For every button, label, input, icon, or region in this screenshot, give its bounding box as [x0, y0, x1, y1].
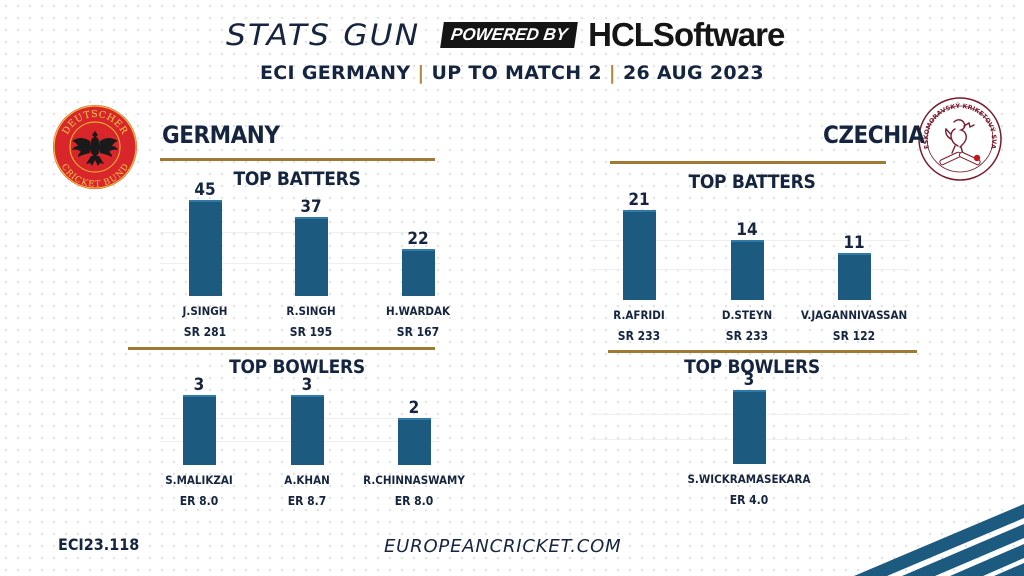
- player-name-label: V.JAGANNIVASSAN: [800, 308, 908, 322]
- corner-stripes-decoration: [854, 504, 1024, 576]
- bar-s-malikzai: [183, 395, 216, 465]
- bar-s-wickramasekara: [733, 390, 766, 464]
- bar-h-wardak: [402, 249, 435, 296]
- bar-d-steyn: [731, 240, 764, 300]
- player-name-label: R.CHINNASWAMY: [363, 473, 465, 487]
- eagle-icon: [72, 131, 118, 166]
- czechia-bowlers-chart: 3 S.WICKRAMASEKARA ER 4.0: [590, 370, 910, 507]
- player-stat-label: ER 4.0: [729, 493, 769, 507]
- player-stat-label: ER 8.7: [287, 494, 327, 508]
- germany-top-batters-title: TOP BATTERS: [233, 168, 361, 190]
- hcl-software-logo: HCLSoftware: [588, 16, 785, 53]
- subtitle-separator: |: [601, 62, 623, 84]
- data-label: 3: [301, 375, 313, 395]
- subtitle-date: 26 AUG 2023: [622, 62, 764, 84]
- powered-by-badge: POWERED BY: [440, 22, 578, 48]
- bar-j-singh: [189, 200, 222, 296]
- player-stat-label: SR 233: [617, 329, 661, 343]
- subtitle-competition: ECI GERMANY: [260, 62, 411, 84]
- player-name-label: S.MALIKZAI: [165, 473, 233, 487]
- player-name-label: R.SINGH: [286, 304, 336, 318]
- germany-top-bowlers-title: TOP BOWLERS: [229, 356, 365, 378]
- czechia-top-bowlers-title: TOP BOWLERS: [684, 356, 820, 378]
- player-name-label: J.SINGH: [182, 304, 228, 318]
- player-name-label: R.AFRIDI: [613, 308, 665, 322]
- bar-r-afridi: [623, 210, 656, 300]
- website-link[interactable]: EUROPEANCRICKET.COM: [384, 536, 622, 557]
- subtitle-separator: |: [410, 62, 432, 84]
- deutscher-cricket-bund-logo: DEUTSCHER CRICKET BUND: [53, 105, 137, 190]
- divider-line: [608, 350, 917, 353]
- player-stat-label: SR 195: [289, 325, 333, 339]
- germany-bowlers-chart: 3 S.MALIKZAI ER 8.0 3 A.KHAN ER 8.7 2 R.CHINNAS…: [160, 375, 465, 508]
- czechia-top-batters-title: TOP BATTERS: [688, 171, 816, 193]
- stats-gun-logo: STATS GUN: [226, 18, 421, 52]
- team-name-czechia: CZECHIA: [823, 121, 925, 149]
- data-label: 45: [194, 180, 216, 200]
- player-name-label: D.STEYN: [721, 308, 773, 322]
- player-stat-label: SR 233: [725, 329, 769, 343]
- page-subtitle: ECI GERMANY | UP TO MATCH 2 | 26 AUG 202…: [0, 62, 1024, 84]
- brand-header: STATS GUN POWERED BY HCLSoftware: [226, 14, 785, 56]
- player-name-label: H.WARDAK: [385, 304, 451, 318]
- data-label: 14: [736, 220, 758, 240]
- subtitle-matches: UP TO MATCH 2: [431, 62, 602, 84]
- divider-line: [610, 161, 886, 164]
- data-label: 2: [408, 398, 420, 418]
- player-stat-label: SR 167: [396, 325, 440, 339]
- player-stat-label: SR 281: [183, 325, 227, 339]
- czech-cricket-union-logo: ČESKOMORAVSKÝ KRIKETOVÝ SVAZ: [917, 96, 1002, 181]
- player-stat-label: ER 8.0: [179, 494, 219, 508]
- data-label: 37: [300, 197, 322, 217]
- data-label: 3: [743, 370, 755, 390]
- player-name-label: A.KHAN: [284, 473, 330, 487]
- germany-batters-chart: 45 J.SINGH SR 281 37 R.SINGH SR 195 22 H.WARDAK…: [160, 180, 450, 339]
- data-label: 11: [843, 233, 865, 253]
- data-label: 22: [407, 229, 429, 249]
- player-stat-label: ER 8.0: [394, 494, 434, 508]
- divider-line: [128, 347, 435, 350]
- bar-a-khan: [291, 395, 324, 465]
- bar-r-singh: [295, 217, 328, 296]
- data-label: 21: [628, 190, 650, 210]
- bar-r-chinnaswamy: [398, 418, 431, 465]
- graphic-code: ECI23.118: [58, 535, 140, 554]
- player-stat-label: SR 122: [832, 329, 876, 343]
- bar-v-jagannivassan: [838, 253, 871, 300]
- cricket-bats-icon: [939, 151, 981, 166]
- divider-line: [160, 158, 435, 161]
- player-name-label: S.WICKRAMASEKARA: [687, 472, 811, 486]
- data-label: 3: [193, 375, 205, 395]
- czechia-batters-chart: 21 R.AFRIDI SR 233 14 D.STEYN SR 233 11 V.JAGAN…: [590, 190, 910, 343]
- team-name-germany: GERMANY: [162, 121, 280, 149]
